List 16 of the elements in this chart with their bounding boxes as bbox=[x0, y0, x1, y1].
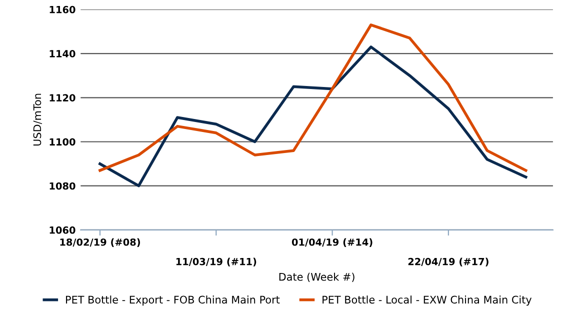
y-axis-title: USD/mTon bbox=[33, 94, 42, 146]
y-tick-label: 1080 bbox=[50, 182, 76, 190]
x-tick-label: 22/04/19 (#17) bbox=[408, 258, 488, 266]
x-tick-label: 01/04/19 (#14) bbox=[292, 238, 372, 247]
legend-label: PET Bottle - Export - FOB China Main Port bbox=[66, 296, 280, 306]
x-tick-label: 18/02/19 (#08) bbox=[60, 238, 140, 247]
y-tick-label: 1120 bbox=[50, 94, 76, 102]
x-tick-label: 11/03/19 (#11) bbox=[176, 258, 256, 266]
y-tick-label: 1160 bbox=[50, 6, 76, 14]
legend-label: PET Bottle - Local - EXW China Main City bbox=[322, 296, 532, 306]
y-tick-label: 1100 bbox=[50, 138, 76, 146]
line-series bbox=[98, 46, 528, 188]
line-series bbox=[98, 23, 528, 172]
y-tick-label: 1140 bbox=[50, 50, 76, 58]
x-axis-title: Date (Week #) bbox=[279, 272, 354, 282]
y-tick-label: 1060 bbox=[50, 226, 76, 234]
